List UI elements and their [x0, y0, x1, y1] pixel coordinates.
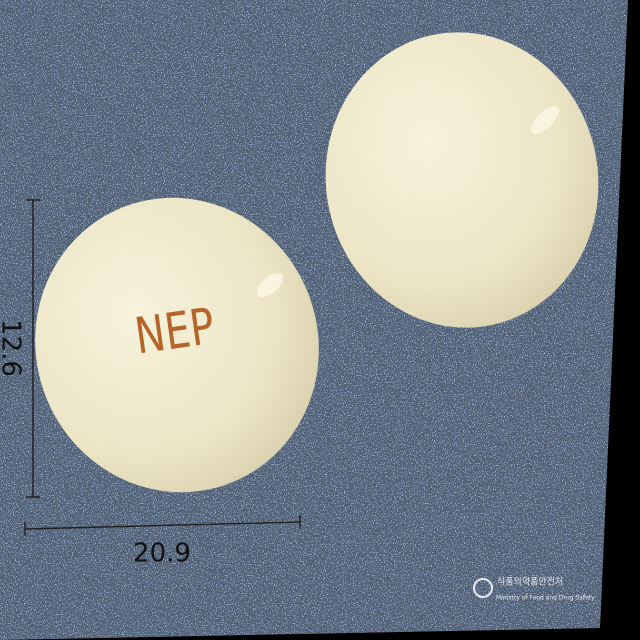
dimension-lines: [24, 199, 301, 536]
width-label: 20.9: [133, 539, 191, 569]
height-label: 12.6: [0, 319, 26, 377]
watermark-korean: 식품의약품안전처: [497, 576, 563, 588]
watermark-english: Ministry of Food and Drug Safety: [496, 595, 595, 602]
imprint: NEP: [131, 297, 218, 366]
pill-front: NEP: [35, 197, 319, 493]
unit-label: mm: [0, 511, 6, 550]
pill-back: [325, 32, 599, 328]
watermark: 식품의약품안전처 Ministry of Food and Drug Safet…: [473, 576, 595, 602]
